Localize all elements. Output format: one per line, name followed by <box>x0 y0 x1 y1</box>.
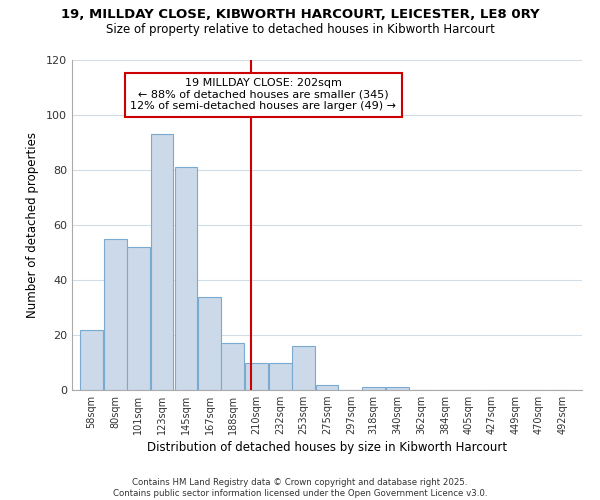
Y-axis label: Number of detached properties: Number of detached properties <box>26 132 39 318</box>
Bar <box>292 346 314 390</box>
Bar <box>80 330 103 390</box>
Text: Size of property relative to detached houses in Kibworth Harcourt: Size of property relative to detached ho… <box>106 22 494 36</box>
Text: 19, MILLDAY CLOSE, KIBWORTH HARCOURT, LEICESTER, LE8 0RY: 19, MILLDAY CLOSE, KIBWORTH HARCOURT, LE… <box>61 8 539 20</box>
Bar <box>362 387 385 390</box>
Bar <box>316 384 338 390</box>
Bar <box>245 362 268 390</box>
Bar <box>269 362 292 390</box>
Bar <box>221 343 244 390</box>
Bar <box>104 239 127 390</box>
Bar <box>386 387 409 390</box>
Text: 19 MILLDAY CLOSE: 202sqm
← 88% of detached houses are smaller (345)
12% of semi-: 19 MILLDAY CLOSE: 202sqm ← 88% of detach… <box>130 78 396 112</box>
Bar <box>175 167 197 390</box>
Text: Contains HM Land Registry data © Crown copyright and database right 2025.
Contai: Contains HM Land Registry data © Crown c… <box>113 478 487 498</box>
Bar <box>199 296 221 390</box>
X-axis label: Distribution of detached houses by size in Kibworth Harcourt: Distribution of detached houses by size … <box>147 442 507 454</box>
Bar <box>151 134 173 390</box>
Bar <box>127 247 149 390</box>
